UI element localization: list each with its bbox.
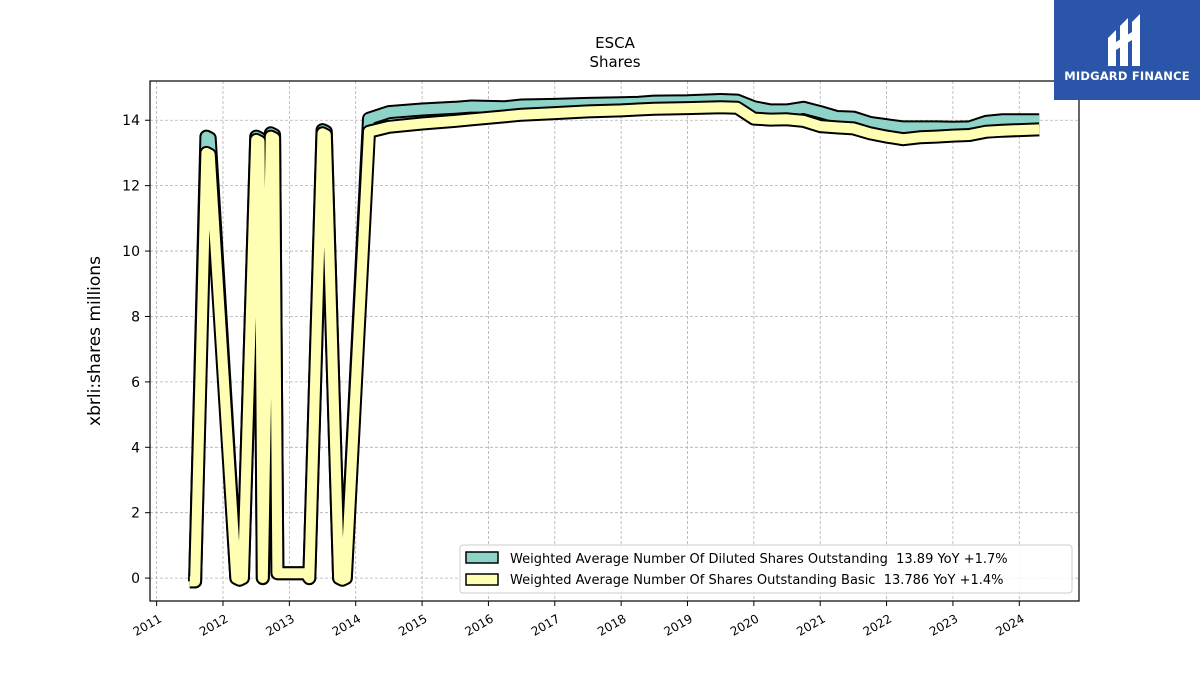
- x-tick-label: 2016: [462, 611, 495, 638]
- legend-box: [459, 544, 1073, 594]
- chart-title: ESCA: [595, 34, 635, 52]
- x-tick-label: 2018: [595, 611, 628, 638]
- y-tick-label: 6: [131, 375, 140, 391]
- legend-label-diluted: Weighted Average Number Of Diluted Share…: [510, 552, 1008, 567]
- series-areas: [188, 93, 1040, 589]
- x-tick-label: 2014: [330, 611, 363, 638]
- x-tick-label: 2015: [396, 611, 429, 638]
- y-tick-label: 2: [131, 506, 140, 522]
- x-tick-label: 2012: [197, 611, 230, 638]
- y-tick-label: 8: [131, 309, 140, 325]
- x-tick-label: 2021: [794, 611, 827, 638]
- x-tick-label: 2020: [728, 611, 761, 638]
- series-band: [189, 102, 1040, 587]
- midgard-logo-icon: [1108, 14, 1140, 66]
- y-tick-label: 12: [122, 179, 140, 195]
- x-tick-label: 2023: [927, 611, 960, 638]
- brand-logo: MIDGARD FINANCE: [1054, 0, 1200, 100]
- y-tick-label: 0: [131, 571, 140, 587]
- x-tick-label: 2017: [529, 611, 562, 638]
- brand-name: MIDGARD FINANCE: [1064, 69, 1190, 83]
- x-tick-label: 2013: [263, 611, 296, 638]
- x-tick-label: 2011: [131, 611, 164, 638]
- chart-subtitle: Shares: [589, 53, 640, 71]
- x-tick-label: 2022: [861, 611, 894, 638]
- y-tick-label: 14: [122, 113, 140, 129]
- y-tick-label: 4: [131, 440, 140, 456]
- legend-label-basic: Weighted Average Number Of Shares Outsta…: [510, 573, 1004, 588]
- plot-frame: [149, 80, 1080, 602]
- y-tick-label: 10: [122, 244, 140, 260]
- y-axis-label: xbrli:shares millions: [85, 256, 105, 426]
- legend: Weighted Average Number Of Diluted Share…: [459, 544, 1073, 594]
- legend-swatch-basic: [465, 573, 499, 586]
- x-tick-label: 2024: [993, 611, 1026, 638]
- legend-swatch-diluted: [465, 551, 499, 564]
- grid-lines: [150, 81, 1079, 601]
- x-tick-label: 2019: [662, 611, 695, 638]
